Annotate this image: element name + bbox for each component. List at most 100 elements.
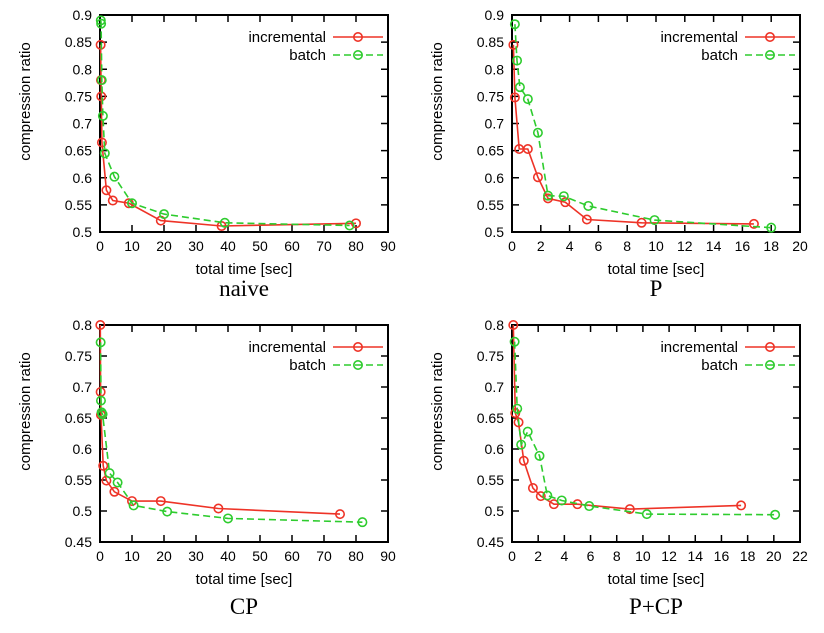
y-axis-label: compression ratio [429, 352, 446, 470]
legend-label-incremental: incremental [660, 339, 738, 356]
data-point-marker-incremental [522, 143, 533, 154]
data-point-marker-batch [128, 500, 139, 511]
x-tick-label: 4 [566, 238, 574, 254]
data-point-marker-incremental [527, 483, 538, 494]
x-tick-label: 8 [613, 548, 621, 564]
y-tick-label: 0.5 [485, 503, 505, 519]
chart-panel-naive: 0 10 20 30 40 50 60 70 80 90 0.5 0.55 0.6 0.65 0.7 0.75… [0, 0, 412, 310]
data-point-marker-incremental [532, 172, 543, 183]
data-point-marker-batch [584, 501, 595, 512]
data-point-marker-incremental [350, 218, 361, 229]
legend-marker-batch [352, 359, 363, 370]
legend-marker-incremental [764, 31, 775, 42]
y-tick-label: 0.75 [477, 348, 504, 364]
data-point-marker-batch [556, 495, 567, 506]
y-tick-label: 0.85 [65, 34, 92, 50]
data-point-marker-incremental [535, 491, 546, 502]
x-tick-label: 22 [792, 548, 808, 564]
legend-label-batch: batch [289, 357, 326, 374]
x-tick-label: 2 [537, 238, 545, 254]
data-point-marker-incremental [101, 185, 112, 196]
x-tick-label: 40 [220, 238, 236, 254]
x-tick-label: 10 [124, 548, 140, 564]
data-point-marker-incremental [95, 320, 106, 330]
data-point-marker-incremental [155, 496, 166, 507]
data-point-marker-incremental [96, 91, 107, 102]
x-tick-label: 6 [587, 548, 595, 564]
y-tick-label: 0.65 [477, 410, 504, 426]
data-point-marker-incremental [736, 500, 747, 511]
x-tick-label: 70 [316, 548, 332, 564]
x-axis-label: total time [sec] [196, 261, 293, 278]
data-point-marker-batch [104, 468, 115, 479]
legend-label-incremental: incremental [248, 29, 326, 46]
x-tick-label: 20 [156, 548, 172, 564]
x-tick-label: 16 [714, 548, 730, 564]
legend-label-incremental: incremental [660, 29, 738, 46]
data-point-marker-batch [558, 191, 569, 202]
x-tick-label: 30 [188, 548, 204, 564]
x-tick-label: 2 [534, 548, 542, 564]
chart-title: P [650, 276, 663, 301]
data-point-marker-batch [159, 209, 170, 220]
data-point-marker-batch [96, 75, 107, 86]
y-tick-label: 0.65 [65, 410, 92, 426]
y-tick-label: 0.55 [477, 197, 504, 213]
data-point-marker-batch [223, 513, 234, 524]
x-tick-label: 20 [792, 238, 808, 254]
data-point-marker-batch [344, 220, 355, 231]
data-point-marker-batch [641, 509, 652, 520]
chart-panel-cp: 0 10 20 30 40 50 60 70 80 90 0.45 0.5 0.55 0.6 0.65 0.7… [0, 310, 412, 628]
legend-marker-incremental [352, 341, 363, 352]
data-point-marker-incremental [581, 214, 592, 225]
x-axis-label: total time [sec] [608, 261, 705, 278]
data-point-marker-batch [509, 19, 520, 30]
legend-marker-batch [764, 49, 775, 60]
y-tick-label: 0.75 [65, 88, 92, 104]
plot-border [99, 324, 389, 543]
y-tick-label: 0.6 [485, 170, 505, 186]
y-tick-label: 0.7 [485, 379, 505, 395]
y-tick-label: 0.55 [65, 472, 92, 488]
data-point-marker-incremental [624, 504, 635, 515]
y-tick-label: 0.7 [73, 379, 93, 395]
data-point-marker-incremental [560, 197, 571, 208]
data-point-marker-incremental [98, 460, 109, 471]
x-tick-label: 50 [252, 548, 268, 564]
chart-cp: 0 10 20 30 40 50 60 70 80 90 0.45 0.5 0.55 0.6 0.65 0.7… [17, 317, 396, 619]
y-tick-label: 0.8 [73, 317, 93, 333]
x-tick-label: 40 [220, 548, 236, 564]
legend-marker-incremental [352, 31, 363, 42]
data-point-marker-incremental [127, 496, 138, 507]
y-tick-label: 0.8 [73, 61, 93, 77]
data-point-marker-incremental [509, 92, 520, 103]
legend-label-batch: batch [701, 357, 738, 374]
data-point-marker-batch [534, 450, 545, 461]
x-tick-label: 0 [96, 238, 104, 254]
y-tick-label: 0.5 [485, 224, 505, 240]
x-tick-label: 0 [96, 548, 104, 564]
y-tick-label: 0.9 [73, 7, 93, 23]
data-point-marker-batch [770, 509, 781, 520]
y-tick-label: 0.5 [73, 224, 93, 240]
x-tick-label: 90 [380, 548, 396, 564]
series-line-batch [100, 20, 350, 227]
data-point-marker-batch [219, 217, 230, 228]
x-tick-label: 14 [706, 238, 722, 254]
x-tick-label: 80 [348, 548, 364, 564]
x-tick-label: 18 [740, 548, 756, 564]
data-point-marker-batch [512, 55, 523, 66]
data-point-marker-batch [162, 506, 173, 517]
x-tick-label: 10 [648, 238, 664, 254]
data-point-marker-batch [127, 198, 138, 209]
x-tick-label: 20 [766, 548, 782, 564]
y-tick-label: 0.8 [485, 61, 505, 77]
y-tick-label: 0.6 [73, 170, 93, 186]
y-tick-label: 0.5 [73, 503, 93, 519]
y-tick-label: 0.45 [477, 534, 504, 550]
data-point-marker-batch [95, 337, 106, 348]
data-point-marker-batch [99, 148, 110, 159]
y-tick-label: 0.85 [477, 34, 504, 50]
x-tick-label: 10 [124, 238, 140, 254]
chart-p-cp: 0 2 4 6 8 10 12 14 16 18 20 22 0.45 0.5 0.55 0.6 0.65 0.7… [429, 317, 808, 619]
